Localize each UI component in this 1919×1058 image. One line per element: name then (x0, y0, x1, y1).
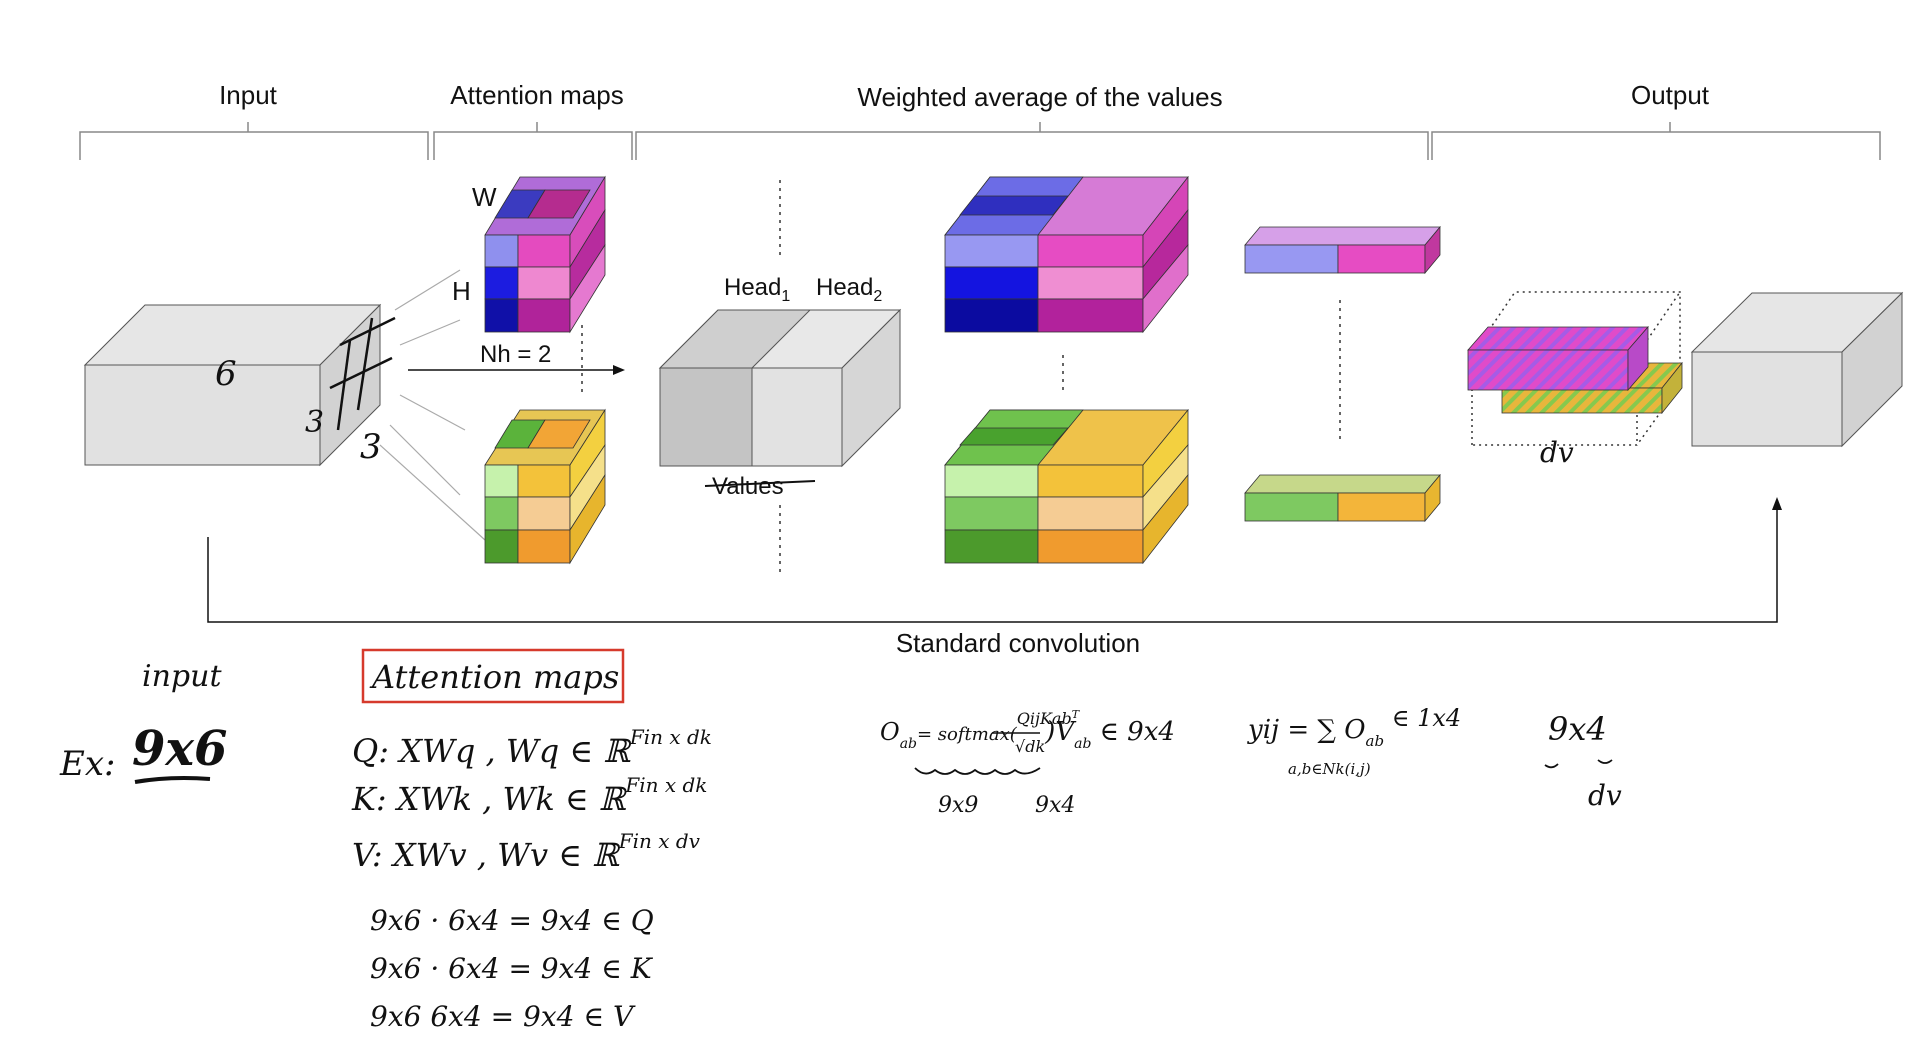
note-ex-underline (134, 776, 211, 784)
note-oab-formula: Oab= softmax(QijKabT √dk)Vab ∈ 9x4 (880, 708, 1175, 756)
bar-head1 (1244, 225, 1441, 275)
note-attention-title: Attention maps (369, 658, 619, 696)
section-title-output: Output (1631, 80, 1710, 110)
attention-nh-label: Nh = 2 (480, 341, 551, 368)
bracket-attention (433, 122, 633, 160)
attention-cube-head2 (484, 408, 606, 565)
head2-label: Head2 (816, 274, 882, 305)
note-underbrace (914, 767, 1041, 775)
note-yij-under: a,b∈Nk(i,j) (1288, 760, 1371, 778)
values-label: Values (712, 473, 784, 500)
arrow-to-values (408, 365, 625, 375)
note-calc-1: 9x6 · 6x4 = 9x4 ∈ Q (370, 904, 654, 937)
bracket-input (79, 122, 429, 160)
note-dim-a: 9x9 (938, 793, 978, 818)
note-k-line: K: XWk , Wk ∈ ℝFin x dk (351, 773, 707, 818)
input-width-label: 6 (215, 354, 237, 394)
concat-dv-label: dv (1540, 436, 1574, 469)
note-out-ticks (1544, 759, 1613, 769)
bar-head2 (1244, 473, 1441, 523)
head1-label: Head1 (724, 274, 790, 305)
standard-conv-path (207, 497, 1782, 623)
input-depth-label: 3 (360, 427, 382, 467)
input-height-label: 3 (305, 405, 324, 440)
section-title-weighted: Weighted average of the values (857, 82, 1222, 112)
bracket-weighted (635, 122, 1429, 160)
note-ex-value: 9x6 (132, 721, 227, 777)
note-input-title: input (142, 659, 222, 694)
note-q-line: Q: XWq , Wq ∈ ℝFin x dk (352, 725, 712, 770)
note-attention-box (361, 648, 625, 704)
values-tensor (658, 308, 902, 468)
note-calc-3: 9x6 6x4 = 9x4 ∈ V (370, 1000, 636, 1033)
values-strike (704, 480, 816, 487)
section-title-attention: Attention maps (450, 80, 623, 110)
bracket-output (1431, 122, 1881, 160)
weighted-cube-head2 (944, 408, 1189, 565)
section-title-input: Input (219, 80, 278, 110)
standard-conv-label: Standard convolution (896, 628, 1140, 658)
note-out-dv: dv (1588, 779, 1622, 812)
concat-bar-pink (1467, 325, 1649, 392)
attention-cube-head1 (484, 175, 606, 334)
fan-lines (379, 269, 486, 541)
note-v-line: V: XWv , Wv ∈ ℝFin x dv (352, 829, 701, 874)
note-calc-2: 9x6 · 6x4 = 9x4 ∈ K (370, 952, 654, 985)
note-yij-formula: yij = ∑ Oab ∈ 1x4 (1247, 704, 1461, 750)
note-ex-label: Ex: (59, 744, 115, 784)
weighted-cube-head1 (944, 175, 1189, 334)
output-tensor (1690, 291, 1904, 448)
note-out-dim: 9x4 (1548, 710, 1607, 748)
note-dim-b: 9x4 (1035, 793, 1075, 818)
attention-w-label: W (472, 182, 497, 212)
input-grid-marks (329, 316, 396, 431)
input-tensor (83, 303, 382, 467)
attention-h-label: H (452, 276, 471, 306)
